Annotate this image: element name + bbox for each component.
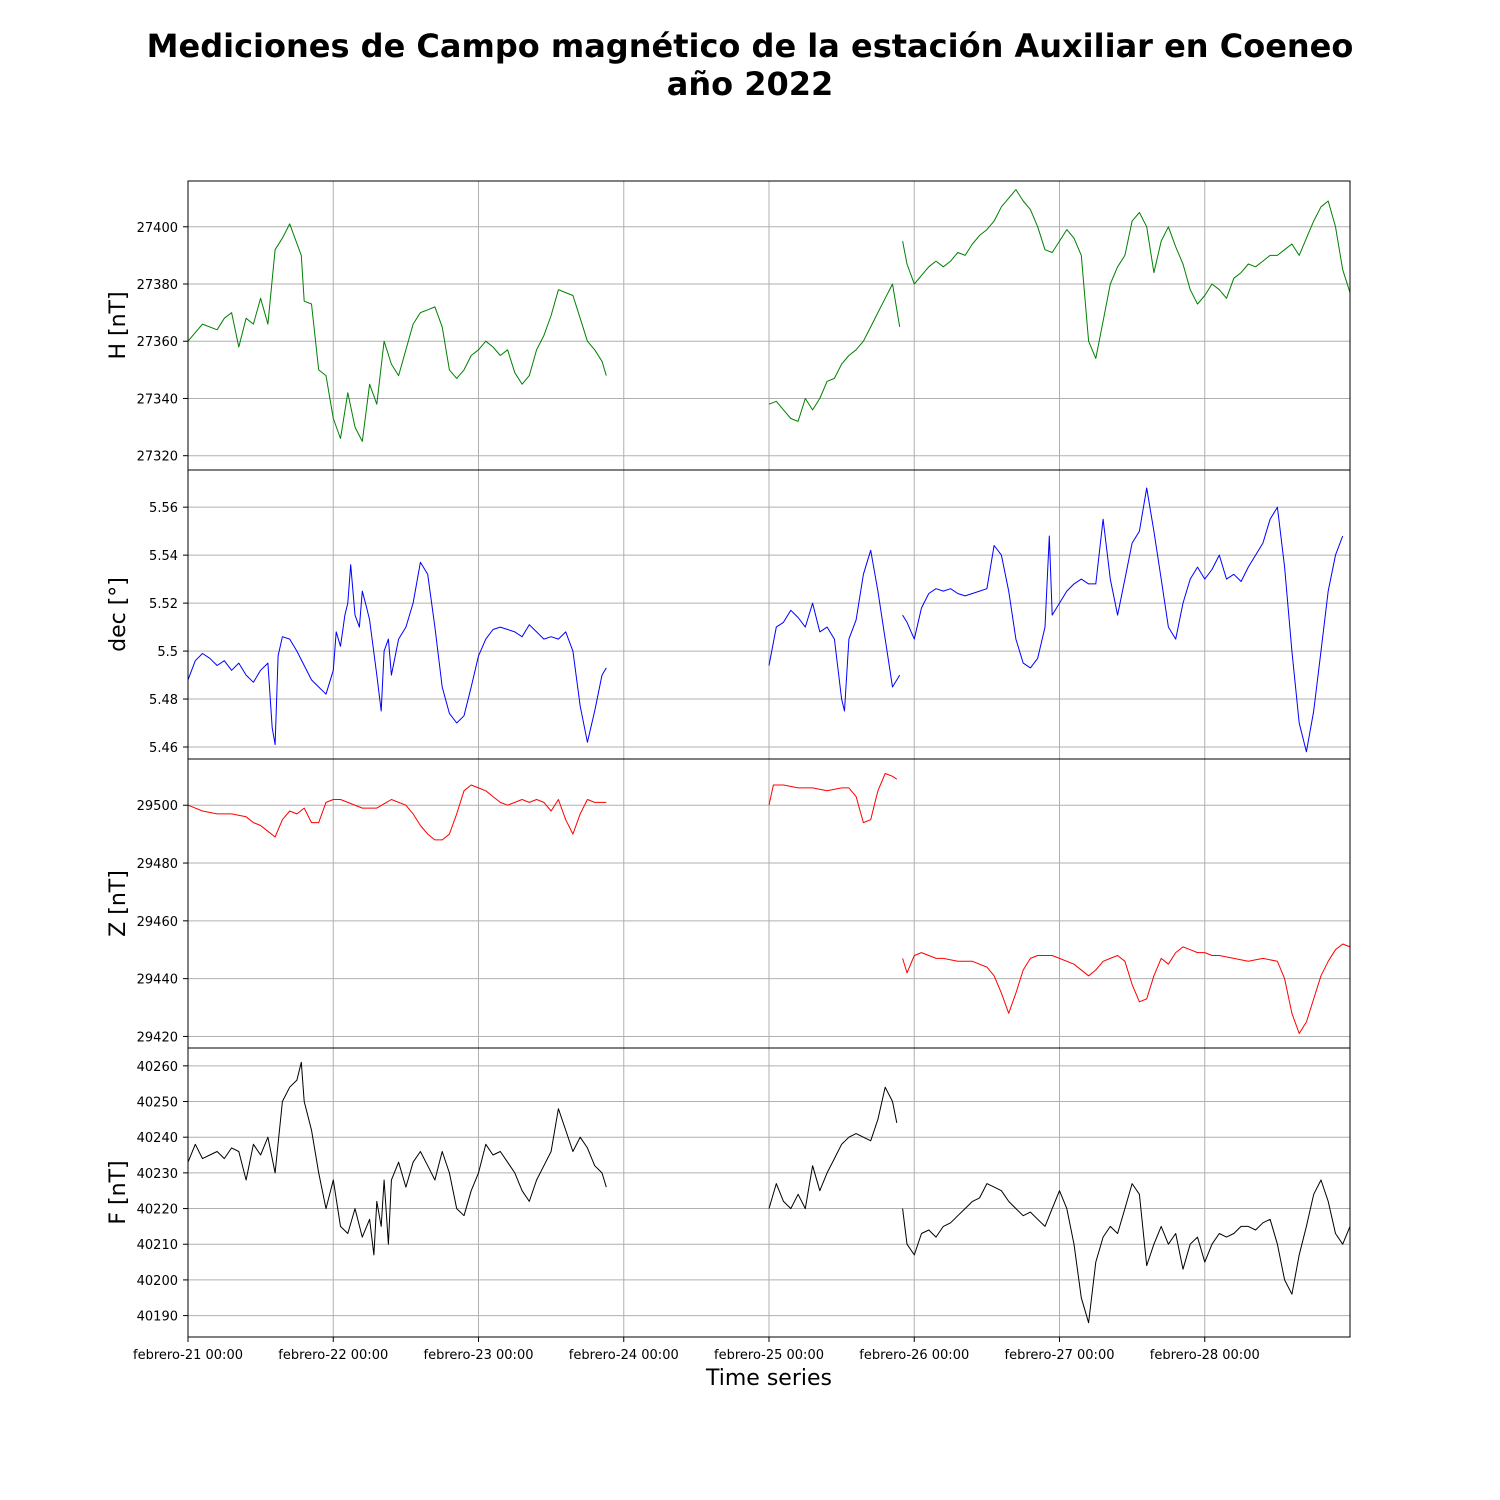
x-tick-label: febrero-23 00:00	[424, 1348, 534, 1363]
y-tick-label: 29480	[137, 857, 178, 872]
f-series-line	[902, 1179, 1351, 1324]
y-tick-label: 5.54	[149, 549, 178, 564]
y-tick-label: 27360	[137, 335, 178, 350]
y-tick-label: 40260	[137, 1060, 178, 1075]
y-tick-label: 40250	[137, 1096, 178, 1111]
y-tick-label: 27320	[137, 450, 178, 465]
y-tick-label: 27400	[137, 221, 178, 236]
z-series-line	[902, 943, 1351, 1034]
y-tick-label: 29440	[137, 973, 178, 988]
h-series-line	[187, 223, 607, 442]
y-tick-label: 5.52	[149, 597, 178, 612]
y-tick-label: 29460	[137, 915, 178, 930]
y-tick-label: 40220	[137, 1203, 178, 1218]
h-series-line	[768, 283, 901, 422]
y-tick-label: 5.5	[157, 645, 178, 660]
z-series-line	[768, 773, 898, 824]
y-tick-label: 40230	[137, 1167, 178, 1182]
chart-title-line-1: Mediciones de Campo magnético de la esta…	[146, 27, 1354, 65]
y-tick-label: 40240	[137, 1131, 178, 1146]
x-tick-label: febrero-25 00:00	[714, 1348, 824, 1363]
y-tick-label: 5.48	[149, 693, 178, 708]
f-series-line	[768, 1086, 898, 1210]
y-tick-label: 40210	[137, 1238, 178, 1253]
y-tick-label: 40200	[137, 1274, 178, 1289]
dec-series-line	[187, 561, 607, 746]
h-axis-label: H [nT]	[106, 291, 131, 359]
y-tick-label: 5.56	[149, 501, 178, 516]
x-axis-label: Time series	[705, 1366, 832, 1391]
y-tick-label: 27340	[137, 392, 178, 407]
h-series-line	[902, 189, 1351, 359]
x-tick-label: febrero-21 00:00	[133, 1348, 243, 1363]
chart-title-line-2: año 2022	[666, 65, 834, 103]
f-axis-label: F [nT]	[106, 1160, 131, 1224]
x-tick-label: febrero-28 00:00	[1150, 1348, 1260, 1363]
x-tick-label: febrero-26 00:00	[859, 1348, 969, 1363]
dec-series-line	[902, 487, 1344, 753]
x-tick-label: febrero-22 00:00	[278, 1348, 388, 1363]
dec-series-line	[768, 549, 901, 712]
f-series-line	[187, 1061, 607, 1256]
y-tick-label: 40190	[137, 1310, 178, 1325]
z-series-line	[187, 784, 607, 841]
y-tick-label: 29500	[137, 799, 178, 814]
y-tick-label: 5.46	[149, 741, 178, 756]
x-tick-label: febrero-27 00:00	[1005, 1348, 1115, 1363]
y-tick-label: 27380	[137, 278, 178, 293]
x-tick-label: febrero-24 00:00	[569, 1348, 679, 1363]
dec-axis-label: dec [°]	[106, 577, 131, 652]
y-tick-label: 29420	[137, 1030, 178, 1045]
z-axis-label: Z [nT]	[106, 870, 131, 937]
